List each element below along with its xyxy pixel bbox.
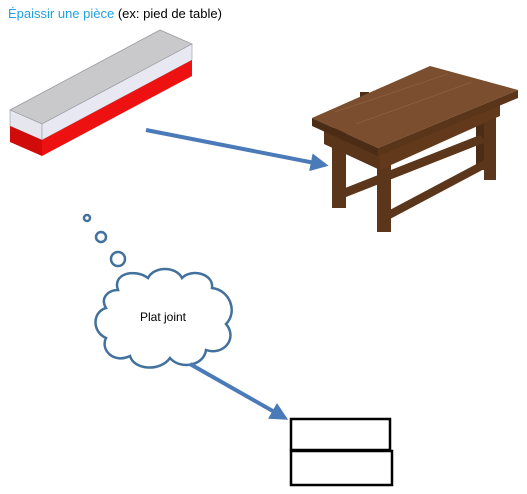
thought-cloud-icon <box>94 267 233 369</box>
thought-bubbles <box>82 213 127 268</box>
cloud-label: Plat joint <box>139 310 187 324</box>
arrow-cloud-to-boards <box>189 362 289 420</box>
arrow-bar-to-table <box>145 128 329 172</box>
title-example: (ex: pied de table) <box>114 6 222 21</box>
wooden-table-icon <box>312 66 518 232</box>
piece-bar-icon <box>9 29 193 156</box>
stacked-boards-icon <box>289 417 394 487</box>
title-highlight: Épaissir une pièce <box>8 6 115 21</box>
diagram-title: Épaissir une pièce (ex: pied de table) <box>8 6 222 21</box>
